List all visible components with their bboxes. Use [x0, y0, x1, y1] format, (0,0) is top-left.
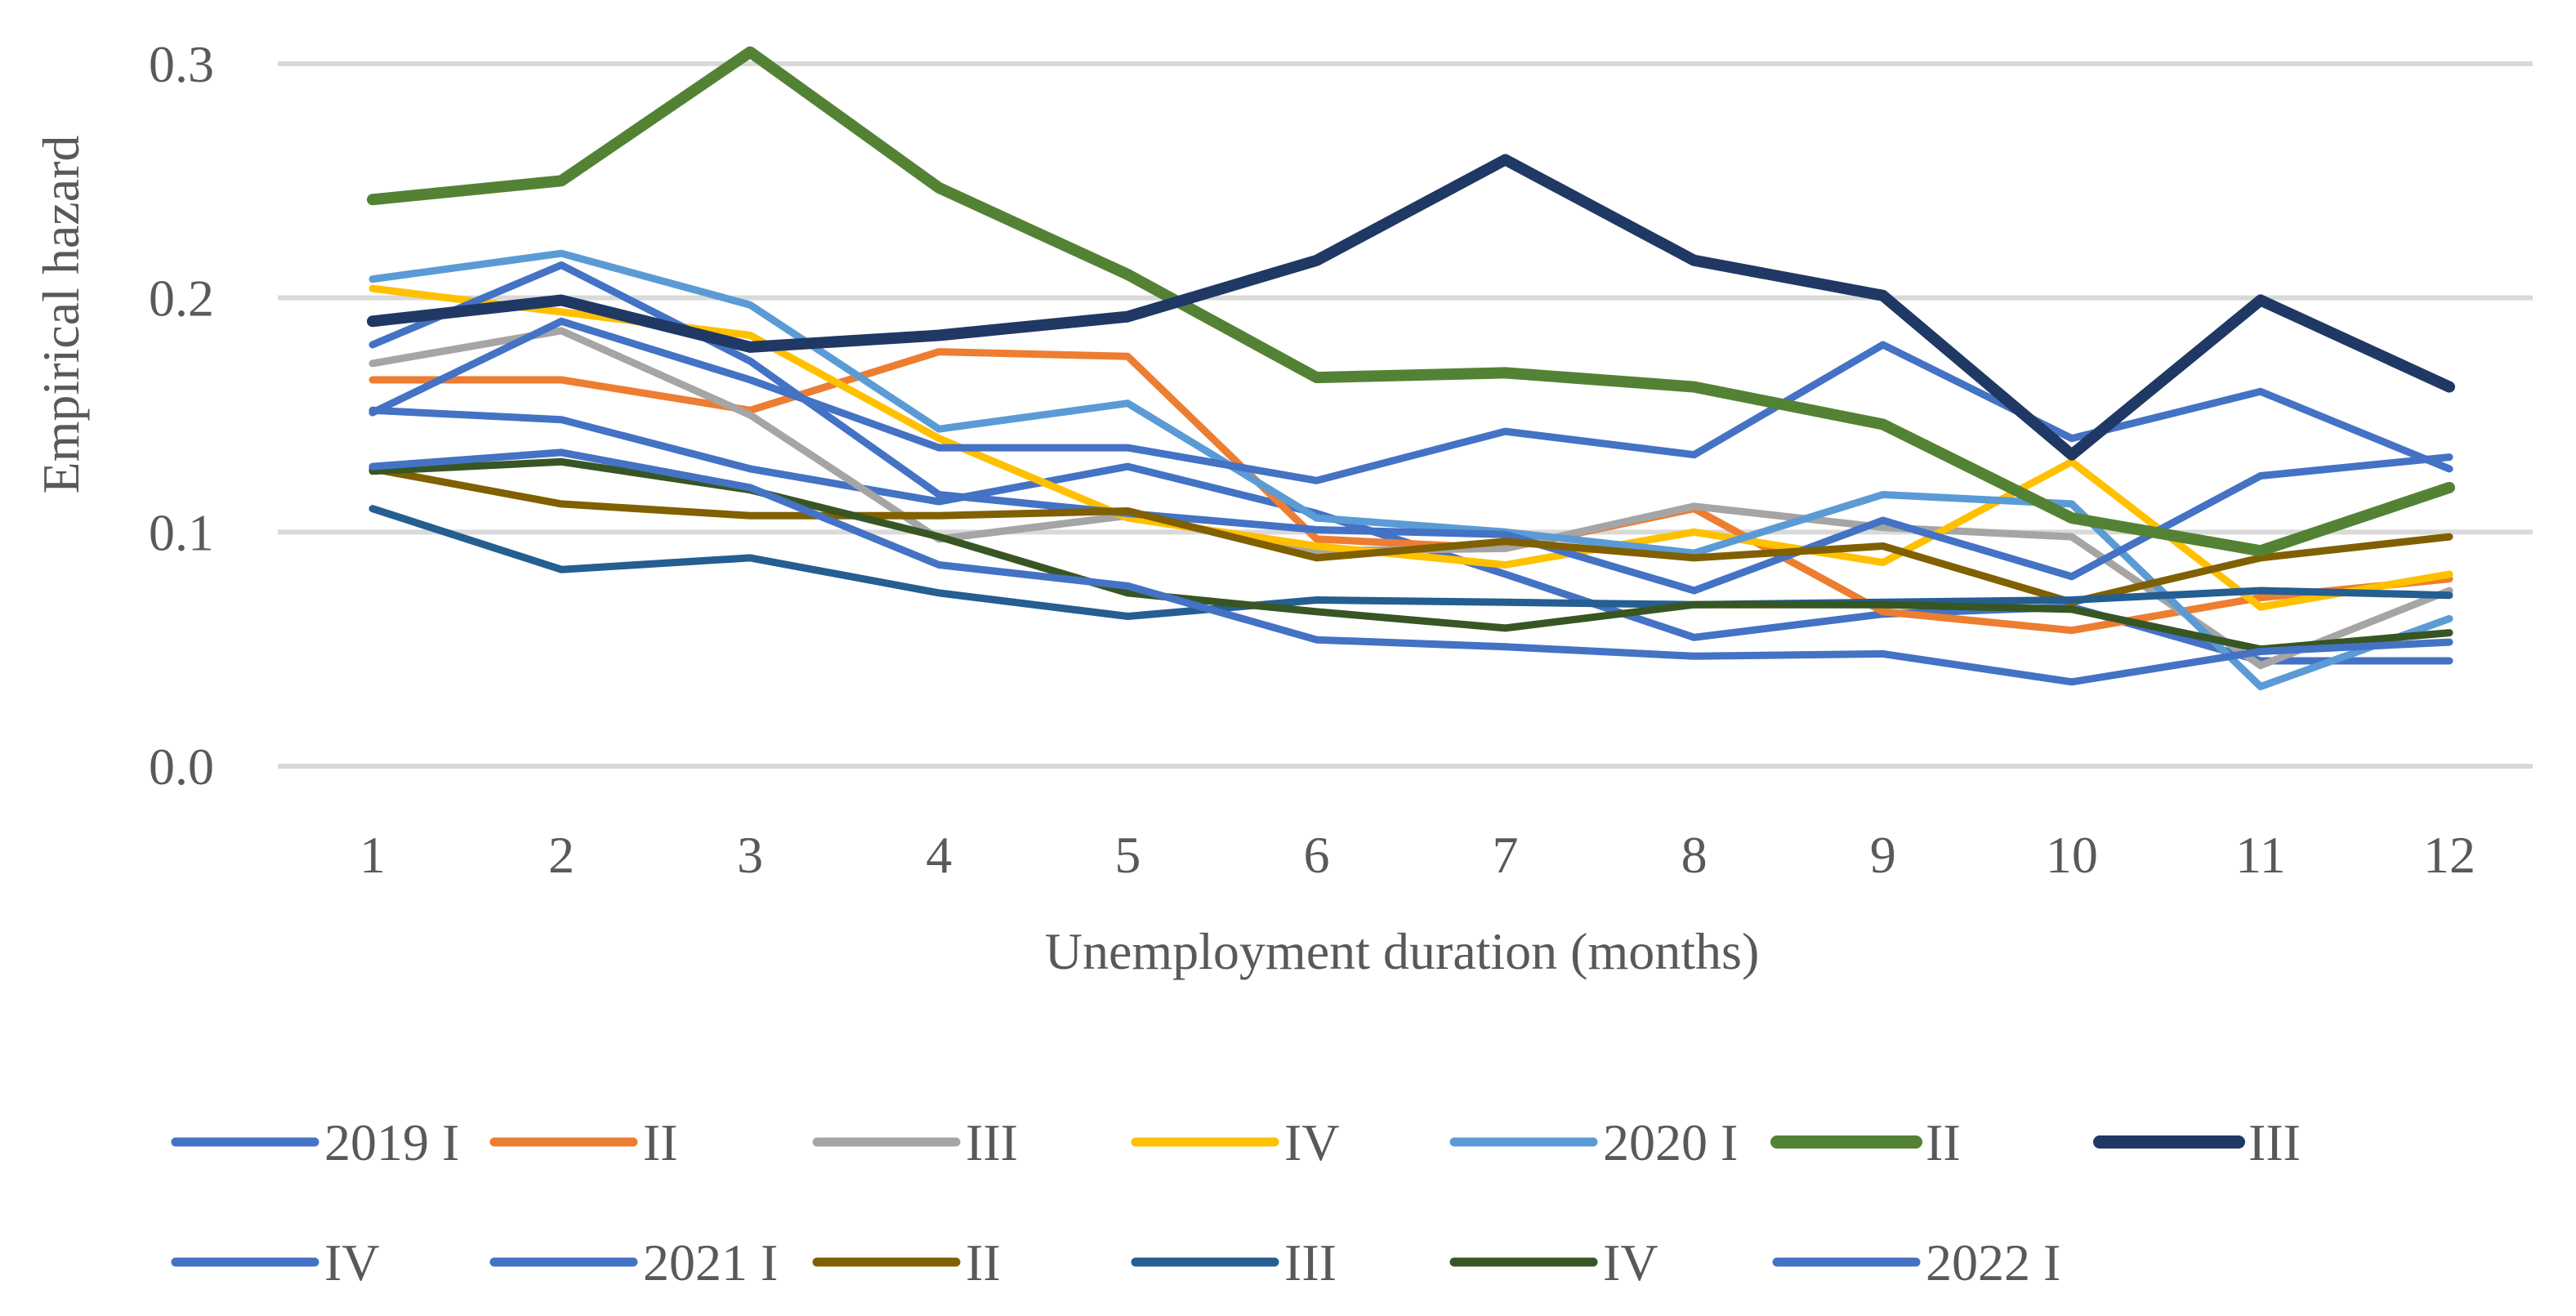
legend-label: IV — [324, 1233, 380, 1291]
x-tick-label: 7 — [1493, 826, 1519, 884]
legend-label: II — [643, 1113, 678, 1171]
y-tick-label: 0.2 — [149, 270, 214, 328]
legend-label: III — [2248, 1113, 2301, 1171]
y-tick-label: 0.1 — [149, 503, 214, 561]
y-axis-ticks: 0.0 0.1 0.2 0.3 — [149, 35, 214, 796]
series-line — [367, 46, 2455, 557]
legend-label: IV — [1603, 1233, 1659, 1291]
y-tick-label: 0.3 — [149, 35, 214, 93]
series-line — [368, 505, 2453, 620]
series-lines — [367, 46, 2455, 690]
series-line — [367, 154, 2455, 461]
x-tick-label: 4 — [926, 826, 952, 884]
series-line — [368, 249, 2453, 690]
x-axis-title: Unemployment duration (months) — [1045, 922, 1760, 980]
legend-label: IV — [1284, 1113, 1340, 1171]
x-tick-label: 6 — [1303, 826, 1329, 884]
x-tick-label: 12 — [2423, 826, 2476, 884]
x-axis-ticks: 1 2 3 4 5 6 7 8 9 10 11 12 — [359, 826, 2476, 884]
legend-label: 2022 I — [1926, 1233, 2060, 1291]
legend-label: 2021 I — [643, 1233, 778, 1291]
series-line — [368, 284, 2453, 611]
series-line — [368, 348, 2453, 635]
x-tick-label: 1 — [359, 826, 386, 884]
x-tick-label: 8 — [1681, 826, 1708, 884]
x-tick-label: 10 — [2046, 826, 2098, 884]
x-tick-label: 9 — [1870, 826, 1896, 884]
x-tick-label: 11 — [2235, 826, 2286, 884]
series-line — [368, 448, 2453, 686]
x-tick-label: 5 — [1114, 826, 1141, 884]
legend-label: III — [966, 1113, 1018, 1171]
legend-label: 2019 I — [324, 1113, 459, 1171]
x-tick-label: 2 — [548, 826, 574, 884]
legend-label: III — [1284, 1233, 1337, 1291]
legend-label: 2020 I — [1603, 1113, 1738, 1171]
legend-label: II — [1926, 1113, 1961, 1171]
legend-label: II — [966, 1233, 1001, 1291]
x-tick-label: 3 — [737, 826, 763, 884]
y-tick-label: 0.0 — [149, 738, 214, 796]
y-axis-title: Empirical hazard — [32, 136, 90, 494]
